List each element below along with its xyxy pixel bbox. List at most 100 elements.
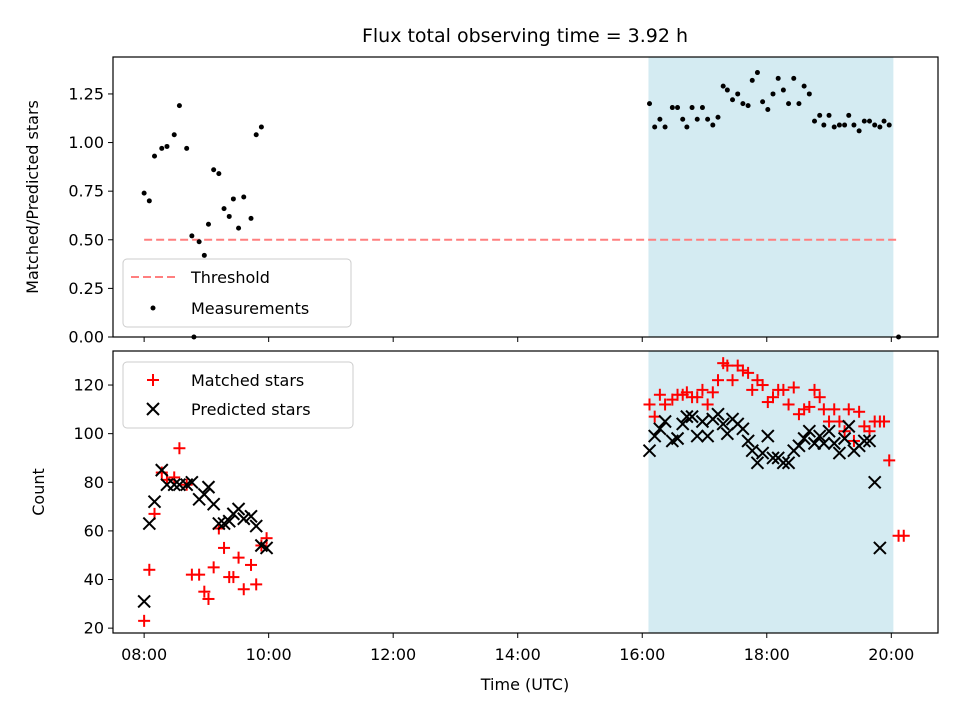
- measurement-point: [740, 101, 746, 107]
- matched-star-point: [198, 585, 211, 598]
- matched-star-point: [207, 561, 220, 574]
- predicted-star-point: [842, 419, 856, 434]
- predicted-star-point: [201, 480, 216, 494]
- predicted-star-point: [167, 477, 181, 492]
- matched-star-point: [803, 400, 816, 413]
- measurement-point: [176, 103, 182, 109]
- top-panel: 0.00 0.25 0.50 0.75 1.00 1.25 Matched/Predict…: [23, 56, 939, 347]
- measurement-point: [211, 167, 217, 173]
- measurement-point: [647, 101, 653, 107]
- predicted-star-point: [147, 495, 162, 509]
- top-y-tick-label: 0.75: [68, 182, 104, 201]
- measurement-point: [720, 83, 726, 89]
- measurement-point: [806, 91, 812, 97]
- measurement-point: [836, 122, 842, 128]
- measurement-point: [842, 122, 848, 128]
- predicted-star-point: [249, 519, 263, 533]
- measurement-point: [730, 97, 736, 103]
- predicted-star-point: [647, 429, 662, 443]
- matched-star-point: [227, 571, 240, 584]
- bottom-y-axis-label: Count: [29, 468, 48, 516]
- measurement-point: [735, 91, 741, 97]
- predicted-star-point: [776, 456, 791, 470]
- measurement-point: [248, 215, 254, 221]
- measurement-point: [821, 122, 827, 128]
- x-tick-label: 14:00: [495, 645, 541, 664]
- measurement-point: [872, 122, 878, 128]
- predicted-star-point: [685, 409, 699, 424]
- measurement-point: [205, 221, 211, 227]
- measurement-point: [780, 87, 786, 93]
- predicted-star-point: [792, 439, 806, 453]
- predicted-star-point: [185, 475, 199, 489]
- predicted-star-point: [231, 502, 246, 516]
- measurement-point: [856, 128, 862, 134]
- matched-star-point: [813, 391, 826, 404]
- predicted-star-point: [695, 414, 710, 429]
- bottom-panel: 20 40 60 80 100 120 08:00 10:00 12:00 14:00 16:00…: [29, 350, 939, 694]
- predicted-star-point: [244, 509, 258, 524]
- measurement-point: [796, 101, 802, 107]
- measurement-point: [216, 171, 222, 177]
- measurement-point: [886, 122, 892, 128]
- matched-star-point: [787, 381, 800, 394]
- matched-star-point: [701, 398, 714, 411]
- bottom-legend: Matched stars Predicted stars: [122, 361, 354, 429]
- top-legend-box: [122, 258, 352, 328]
- predicted-star-point: [827, 436, 841, 451]
- measurement-point: [669, 105, 675, 111]
- predicted-star-point: [832, 446, 847, 460]
- predicted-star-point: [766, 451, 780, 465]
- top-y-tick-label: 0.25: [68, 279, 104, 298]
- predicted-star-point: [142, 516, 157, 531]
- measurement-point: [867, 118, 873, 124]
- predicted-star-point: [690, 429, 704, 443]
- predicted-star-point: [237, 512, 251, 526]
- predicted-star-point: [206, 497, 221, 511]
- measurement-point: [258, 124, 264, 130]
- predicted-star-point: [720, 426, 735, 441]
- predicted-star-point: [222, 514, 236, 528]
- predicted-star-point: [797, 431, 811, 446]
- predicted-star-point: [676, 417, 690, 431]
- measurement-point: [159, 145, 165, 151]
- matched-star-point: [138, 614, 151, 627]
- measurement-point: [786, 101, 792, 107]
- matched-star-point: [883, 454, 896, 467]
- measurement-point: [775, 75, 781, 81]
- x-tick-label: 16:00: [619, 645, 665, 664]
- x-tick-label: 08:00: [121, 645, 167, 664]
- measurement-point: [196, 239, 202, 245]
- matched-star-point: [202, 592, 215, 605]
- predicted-star-point: [750, 456, 765, 470]
- predicted-star-point: [822, 424, 836, 438]
- matched-star-point: [798, 403, 811, 416]
- predicted-star-point: [741, 434, 755, 448]
- measurement-point: [831, 124, 837, 130]
- matched-star-point: [237, 583, 250, 596]
- top-y-tick-label: 0.50: [68, 230, 104, 249]
- measurement-point: [184, 145, 190, 151]
- predicted-star-point: [862, 434, 877, 448]
- measurement-point: [236, 225, 242, 231]
- predicted-star-point: [716, 417, 730, 431]
- measurement-point: [812, 118, 818, 124]
- matched-star-point: [726, 374, 739, 387]
- legend-matched-label: Matched stars: [191, 371, 304, 390]
- x-tick-label: 18:00: [744, 645, 790, 664]
- predicted-star-point: [212, 516, 226, 531]
- top-y-ticks: 0.00 0.25 0.50 0.75 1.00 1.25: [68, 84, 113, 347]
- measurement-point: [801, 83, 807, 89]
- chart-title: Flux total observing time = 3.92 h: [362, 25, 688, 47]
- matched-star-point: [808, 383, 821, 396]
- matched-star-point: [782, 398, 795, 411]
- predicted-star-point: [736, 422, 750, 436]
- legend-threshold-label: Threshold: [190, 268, 270, 287]
- legend-measurements-label: Measurements: [191, 299, 309, 318]
- predicted-star-point: [812, 429, 827, 443]
- measurement-point: [760, 99, 766, 105]
- predicted-star-point: [259, 541, 274, 555]
- matched-star-point: [736, 364, 749, 377]
- x-tick-label: 20:00: [868, 645, 914, 664]
